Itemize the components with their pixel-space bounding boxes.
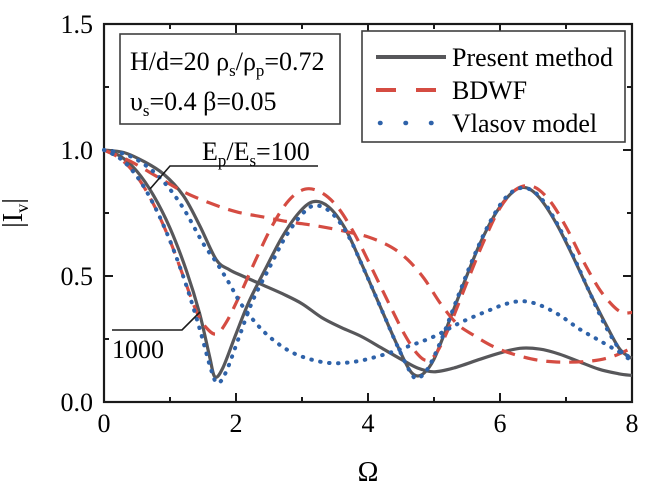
y-tick-label: 1.0	[61, 136, 94, 165]
parameter-box-border	[119, 33, 341, 125]
legend-item-present-method: Present method	[376, 43, 613, 72]
axis-ticks	[103, 23, 633, 403]
x-tick-label: 0	[98, 409, 111, 438]
curve-bdwf-100	[103, 148, 633, 364]
x-tick-label: 2	[230, 409, 243, 438]
legend-label: Present method	[452, 43, 613, 72]
annotation-leader-line-100	[149, 165, 318, 190]
parameter-box: H/d=20 ρs/ρp=0.72 υs=0.4 β=0.05	[119, 33, 341, 125]
tick-labels: 0 2 4 6 8 0.0 0.5 1.0 1.5	[61, 10, 639, 438]
parameter-line-2: υs=0.4 β=0.05	[130, 87, 277, 120]
x-axis-label: Ω	[358, 457, 379, 488]
y-tick-label: 0.0	[61, 388, 94, 417]
y-tick-label: 1.5	[61, 10, 94, 39]
x-tick-label: 8	[626, 409, 639, 438]
curves	[102, 148, 634, 386]
curve-vlasov-100	[102, 148, 634, 366]
annotation-1000: 1000	[112, 311, 201, 364]
curve-present-1000	[103, 148, 633, 379]
x-tick-label: 4	[362, 409, 375, 438]
annotation-text-1000: 1000	[112, 335, 164, 364]
legend-item-vlasov-model: Vlasov model	[377, 109, 597, 138]
x-tick-label: 6	[494, 409, 507, 438]
y-tick-label: 0.5	[61, 262, 94, 291]
parameter-line-1: H/d=20 ρs/ρp=0.72	[130, 47, 325, 80]
curve-present-100	[103, 148, 633, 378]
curve-vlasov-1000	[102, 148, 634, 386]
annotation-text-ep-es-100: Ep/Es=100	[202, 137, 310, 170]
annotation-ep-es-100: Ep/Es=100	[149, 137, 318, 190]
y-axis-label: |Iv|	[0, 198, 32, 228]
annotation-leader-line-1000	[112, 311, 201, 331]
legend-item-bdwf: BDWF	[376, 76, 527, 105]
legend-label: BDWF	[452, 76, 527, 105]
legend-label: Vlasov model	[452, 109, 597, 138]
legend: Present method BDWF Vlasov model	[361, 30, 626, 143]
